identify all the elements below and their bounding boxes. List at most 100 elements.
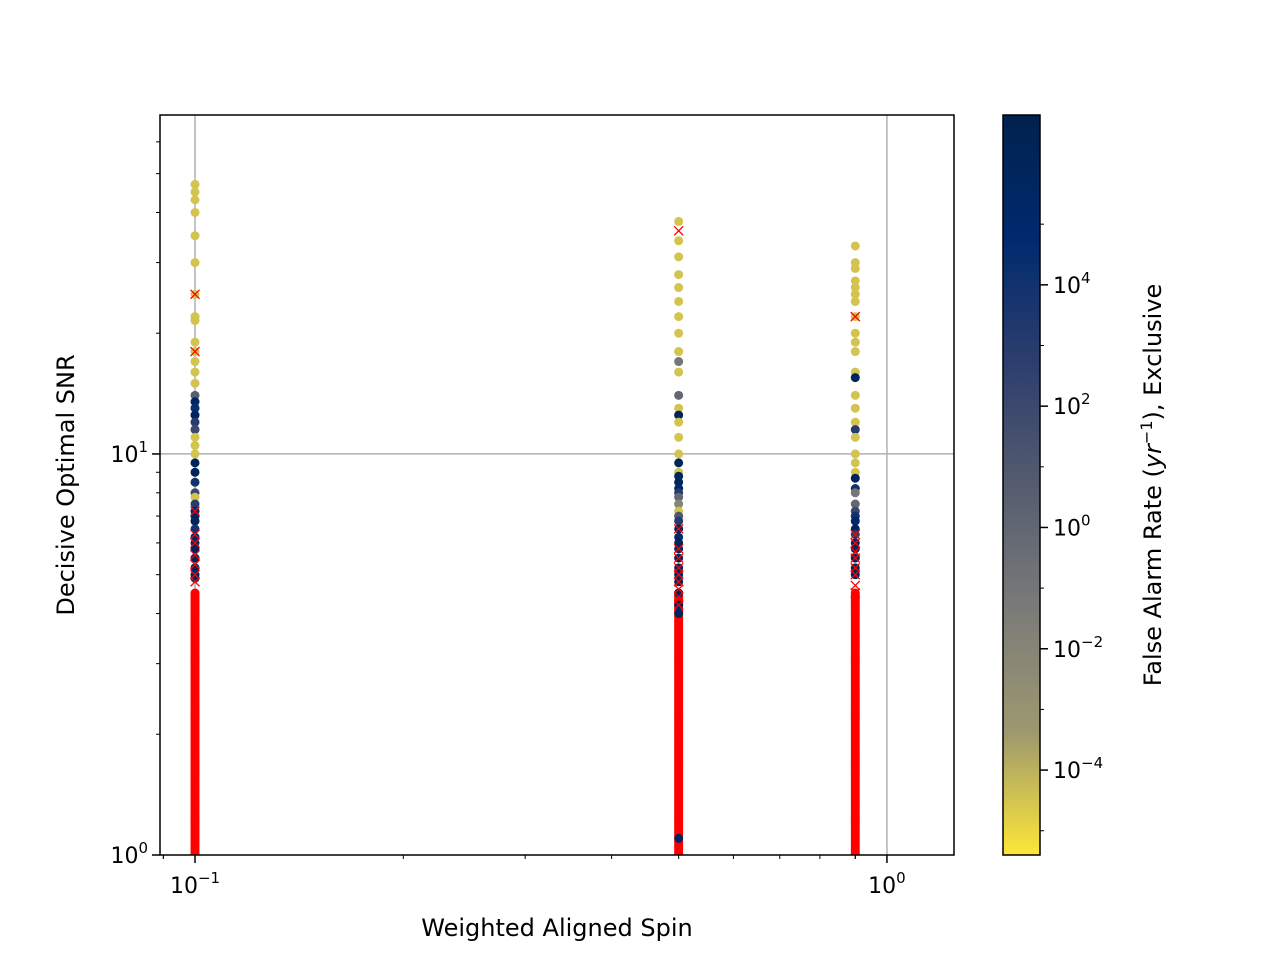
found-injection-point (190, 553, 200, 563)
found-injection-point (674, 499, 684, 509)
y-axis-ticks: 100 101 (110, 141, 160, 869)
found-injection-point (674, 328, 684, 338)
found-injection-point (850, 241, 860, 251)
x-stroke (850, 580, 861, 591)
found-injection-point (674, 458, 684, 468)
x-stroke (673, 600, 684, 610)
missed-injection-x (850, 580, 861, 591)
found-injection-point (674, 449, 684, 459)
found-injection-point (850, 449, 860, 459)
missed-injection-x (850, 553, 861, 564)
missed-injection-x (850, 588, 861, 598)
colorbar-label-main: False Alarm Rate ( (1139, 468, 1167, 686)
found-injection-point (190, 187, 200, 197)
found-injection-point (674, 312, 684, 322)
found-injection-point (674, 833, 684, 843)
found-injection-point (850, 296, 860, 306)
found-injection-point (850, 516, 860, 526)
missed-injection-x (673, 600, 684, 610)
found-injection-point (674, 410, 684, 420)
x-stroke (850, 553, 861, 564)
missed-injection-x (673, 591, 684, 602)
y-tick-label: 100 (110, 839, 148, 869)
found-injection-point (850, 337, 860, 347)
missed-injection-x (850, 569, 861, 580)
found-injection-point (190, 425, 200, 435)
colorbar-gradient (1003, 115, 1040, 855)
colorbar: 10−4 10−2 100 102 104 False Alarm Rate (yr−1… (1002, 114, 1167, 856)
found-injection-point (850, 458, 860, 468)
found-injection-point (850, 473, 860, 483)
x-stroke (190, 346, 200, 357)
missed-injection-x (850, 311, 861, 322)
x-stroke (673, 584, 684, 595)
x-stroke (673, 225, 684, 236)
found-injection-point (190, 544, 200, 554)
found-injection-point (190, 403, 200, 413)
found-injection-point (190, 440, 200, 450)
data-points (190, 179, 861, 855)
missed-injection-x (850, 537, 861, 548)
found-injection-point (190, 231, 200, 241)
found-injection-point (850, 425, 860, 435)
x-tick-label: 10−1 (170, 869, 220, 899)
missed-injection-x (673, 569, 684, 580)
found-injection-point (674, 367, 684, 377)
found-injection-point (674, 283, 684, 293)
found-injection-point (190, 357, 200, 367)
found-injection-point (674, 516, 684, 526)
colorbar-label-sup: −1 (1137, 420, 1156, 444)
missed-injection-x (190, 537, 200, 548)
found-injection-point (674, 252, 684, 262)
found-injection-point (850, 432, 860, 442)
x-stroke (850, 537, 861, 548)
found-injection-point (674, 477, 684, 487)
found-injection-point (190, 258, 200, 268)
found-injection-point (674, 236, 684, 246)
colorbar-tick-label: 104 (1053, 269, 1091, 299)
found-injection-point (190, 524, 200, 534)
x-stroke (850, 569, 861, 580)
colorbar-tick-label: 100 (1053, 511, 1091, 541)
found-injection-point (674, 296, 684, 306)
x-stroke (850, 311, 861, 322)
found-injection-point (190, 337, 200, 347)
found-injection-point (850, 347, 860, 357)
found-injection-point (190, 179, 200, 189)
found-injection-point (850, 544, 860, 554)
missed-injection-x (673, 553, 684, 564)
missed-injection-x (190, 576, 200, 587)
missed-injection-x (673, 584, 684, 595)
plot-area: 10−1 100 100 101 (110, 114, 955, 899)
x-stroke (673, 569, 684, 580)
colorbar-tick-label: 10−4 (1053, 754, 1103, 784)
found-injection-point (850, 373, 860, 383)
missed-injection-x (190, 559, 200, 570)
colorbar-frame (1002, 114, 1041, 856)
found-injection-point (674, 216, 684, 226)
found-injection-point (674, 403, 684, 413)
found-injection-point (674, 492, 684, 502)
found-injection-point (190, 477, 200, 487)
found-injection-point (850, 328, 860, 338)
missed-injection-x (190, 346, 200, 357)
x-stroke (673, 524, 684, 534)
x-stroke (190, 569, 200, 580)
found-injection-point (674, 417, 684, 427)
found-injection-point (674, 270, 684, 280)
colorbar-label: False Alarm Rate (yr−1), Exclusive (1137, 284, 1167, 687)
found-injection-point (190, 390, 200, 400)
found-injection-point (190, 432, 200, 442)
missed-injection-x (190, 549, 200, 560)
missed-injection-x (673, 543, 684, 554)
missed-injection-x (850, 529, 861, 540)
x-stroke (673, 543, 684, 554)
x-stroke (673, 576, 684, 587)
found-injection-point (190, 449, 200, 459)
found-injection-point (190, 410, 200, 420)
missed-injection-x (673, 225, 684, 236)
found-injection-point (850, 283, 860, 293)
missed-injection-x (190, 289, 200, 300)
missed-injection-dense (190, 588, 200, 598)
